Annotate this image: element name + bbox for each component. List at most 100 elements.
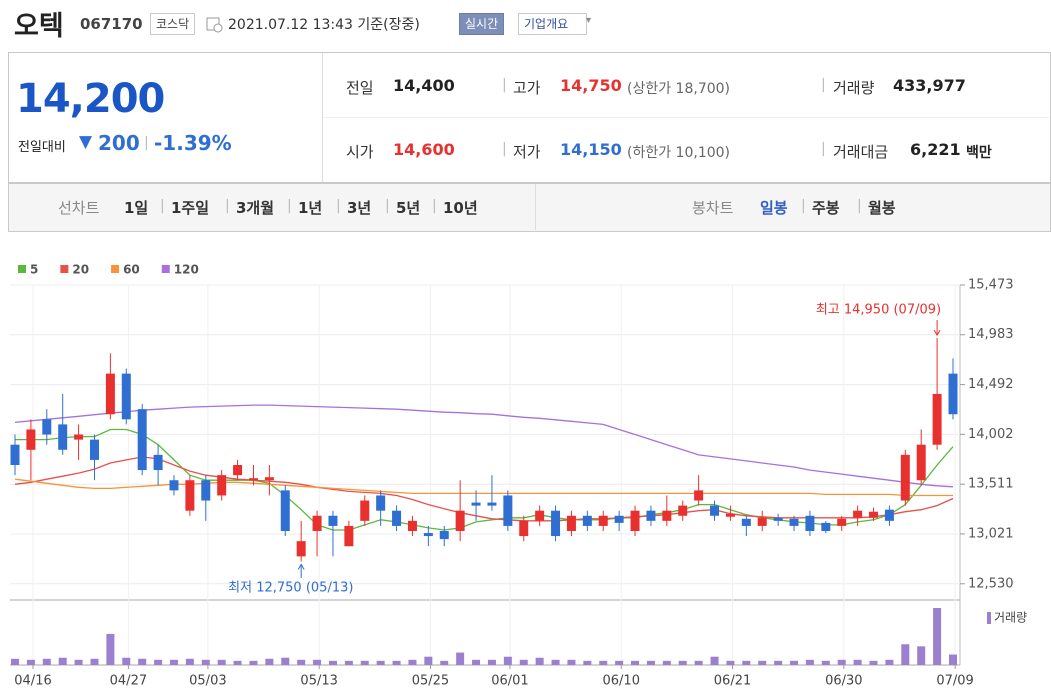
- company-button[interactable]: 기업개요: [518, 13, 588, 35]
- volume-bar: [392, 660, 401, 665]
- volume-bar: [567, 659, 576, 665]
- candle-body: [535, 510, 545, 521]
- volume-bar: [805, 659, 814, 665]
- separator: |: [502, 141, 507, 157]
- market-badge: 코스닥: [150, 13, 196, 35]
- note: (상한가 18,700): [627, 81, 731, 97]
- candle-body: [503, 495, 513, 526]
- volume-bar: [758, 660, 767, 665]
- ma-line: [15, 428, 954, 531]
- price: 14,200: [16, 76, 165, 122]
- candle-body: [837, 518, 847, 526]
- volume-bar: [249, 660, 258, 665]
- candle-body: [519, 520, 529, 537]
- volume-bar: [535, 657, 544, 665]
- volume-bar: [106, 633, 115, 665]
- tab[interactable]: 월봉: [868, 199, 896, 217]
- tab[interactable]: 5년: [396, 199, 421, 217]
- candle-body: [725, 513, 735, 517]
- x-tick-label: 06/10: [603, 674, 640, 689]
- candle-body: [169, 480, 179, 491]
- separator: |: [225, 198, 230, 214]
- value: 6,221: [910, 140, 961, 159]
- volume-bar: [662, 660, 671, 665]
- candle-body: [900, 454, 910, 501]
- volume-bar: [90, 658, 99, 665]
- candle-body: [439, 530, 449, 540]
- volume-bar: [710, 656, 719, 665]
- candle-body: [932, 393, 942, 445]
- volume-bar: [583, 660, 592, 665]
- volume-bar: [853, 659, 862, 665]
- tab[interactable]: 1주일: [171, 199, 210, 217]
- candle-body: [376, 495, 386, 511]
- volume-bar: [424, 656, 433, 665]
- tab[interactable]: 10년: [443, 199, 478, 217]
- y-tick-label: 15,473: [968, 278, 1014, 293]
- volume-bar: [821, 660, 830, 665]
- stock-name: 오텍: [14, 11, 64, 42]
- volume-bar: [726, 660, 735, 665]
- tab[interactable]: 3개월: [236, 199, 275, 217]
- value: 14,400: [393, 76, 455, 95]
- tab[interactable]: 주봉: [812, 199, 840, 217]
- candle-body: [757, 517, 767, 526]
- candle-body: [264, 477, 274, 481]
- volume-bar: [901, 644, 910, 665]
- tab[interactable]: 3년: [347, 199, 372, 217]
- separator: |: [432, 198, 437, 214]
- candle-body: [582, 515, 592, 526]
- chart: 15,473 14,983 14,492 14,002 13,511 13,021 12,5…: [10, 263, 1027, 689]
- separator: |: [502, 77, 507, 93]
- volume-bar: [503, 656, 512, 665]
- tab-group-label: 선차트: [58, 199, 100, 217]
- candle-body: [74, 434, 84, 440]
- separator: |: [385, 198, 390, 214]
- volume-bar: [694, 660, 703, 665]
- volume-bar: [678, 660, 687, 665]
- annotation: 최저 12,750 (05/13): [228, 581, 353, 596]
- annotation-arrowhead: [933, 329, 941, 337]
- volume-bar: [837, 659, 846, 665]
- candle-body: [805, 515, 815, 531]
- candle-body: [566, 515, 576, 531]
- tab[interactable]: 1일: [124, 199, 149, 217]
- volume-bar: [217, 659, 226, 665]
- clock-icon: [206, 17, 223, 33]
- candle-body: [551, 510, 561, 537]
- separator: |: [144, 135, 149, 151]
- candle-body: [741, 518, 751, 526]
- volume-bar: [949, 654, 957, 665]
- candle-body: [153, 454, 163, 471]
- volume-bar: [11, 658, 19, 665]
- realtime-button[interactable]: 실시간: [459, 13, 505, 35]
- volume-bar: [42, 658, 51, 665]
- candle-body: [821, 522, 831, 531]
- legend-swatch: [60, 265, 69, 273]
- annotation-arrowhead: [297, 563, 305, 570]
- candle-body: [646, 510, 656, 521]
- label: 거래대금: [833, 143, 889, 161]
- legend-label: 5: [30, 263, 38, 277]
- candle-body: [884, 509, 894, 521]
- tab[interactable]: 일봉: [760, 199, 788, 217]
- candle-body: [344, 525, 354, 547]
- change: 200: [98, 131, 140, 155]
- volume-bar: [917, 646, 926, 665]
- legend-label: 60: [123, 263, 140, 277]
- candle-body: [280, 490, 290, 531]
- volume-bar: [265, 658, 274, 665]
- x-tick-label: 07/09: [936, 674, 973, 689]
- volume-bar: [376, 660, 385, 665]
- legend-swatch: [161, 265, 170, 273]
- y-tick-label: 13,511: [968, 477, 1014, 492]
- candle-body: [853, 510, 863, 518]
- value: 14,150: [560, 140, 622, 159]
- volume-bar: [487, 659, 496, 665]
- volume-bar: [58, 657, 67, 665]
- y-tick-label: 13,021: [968, 526, 1014, 541]
- ma-line: [14, 478, 953, 497]
- tab[interactable]: 1년: [298, 199, 323, 217]
- candle-body: [598, 515, 608, 526]
- divider: [535, 184, 536, 230]
